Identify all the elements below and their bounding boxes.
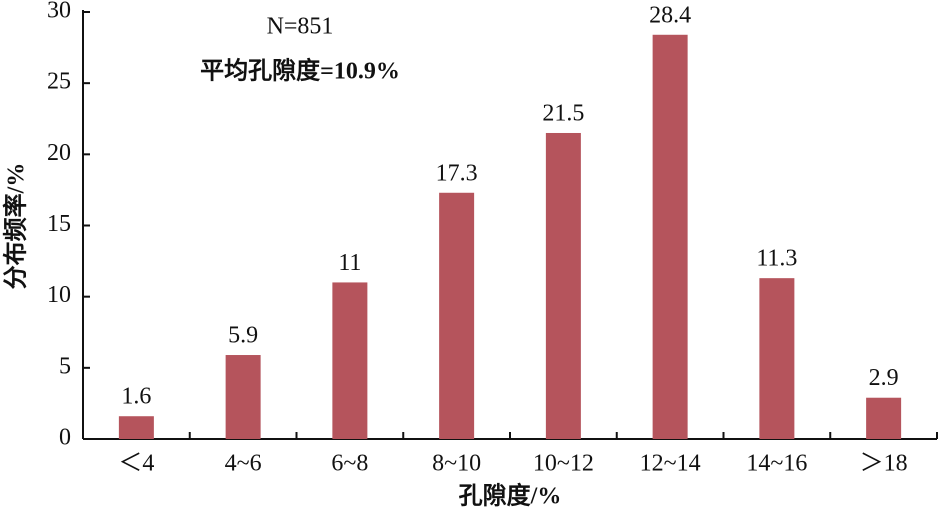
x-tick-label: ＜4	[118, 451, 154, 477]
y-tick-label: 5	[59, 353, 71, 379]
y-axis-label: 分布频率/%	[2, 163, 30, 290]
annotation: N=851	[267, 14, 334, 40]
x-tick-label: 12~14	[640, 451, 701, 477]
x-tick-label: ＞18	[860, 451, 908, 477]
value-label: 11.3	[756, 246, 797, 272]
bar	[439, 192, 475, 439]
x-tick-label: 4~6	[225, 451, 262, 477]
y-tick-label: 15	[47, 211, 71, 237]
x-tick-label: 8~10	[432, 451, 481, 477]
value-label: 21.5	[542, 100, 584, 126]
value-label: 11	[338, 250, 361, 276]
y-tick-label: 20	[47, 140, 71, 166]
bar	[866, 397, 902, 439]
x-tick-label: 6~8	[331, 451, 368, 477]
y-tick-label: 30	[47, 0, 71, 24]
value-label: 2.9	[869, 365, 899, 391]
value-label: 1.6	[121, 384, 151, 410]
y-tick-label: 25	[47, 69, 71, 95]
bar	[759, 278, 795, 439]
x-tick-label: 14~16	[746, 451, 807, 477]
y-tick-label: 0	[59, 425, 71, 451]
bar	[118, 416, 154, 439]
value-label: 28.4	[649, 2, 691, 28]
bar	[652, 34, 688, 439]
value-label: 5.9	[228, 323, 258, 349]
x-tick-label: 10~12	[533, 451, 594, 477]
bar	[545, 132, 581, 439]
annotation: 平均孔隙度=10.9%	[200, 57, 400, 85]
bar	[225, 355, 261, 439]
value-label: 17.3	[436, 160, 478, 186]
x-axis-label: 孔隙度/%	[459, 482, 562, 510]
y-tick-label: 10	[47, 282, 71, 308]
bar	[332, 282, 368, 439]
